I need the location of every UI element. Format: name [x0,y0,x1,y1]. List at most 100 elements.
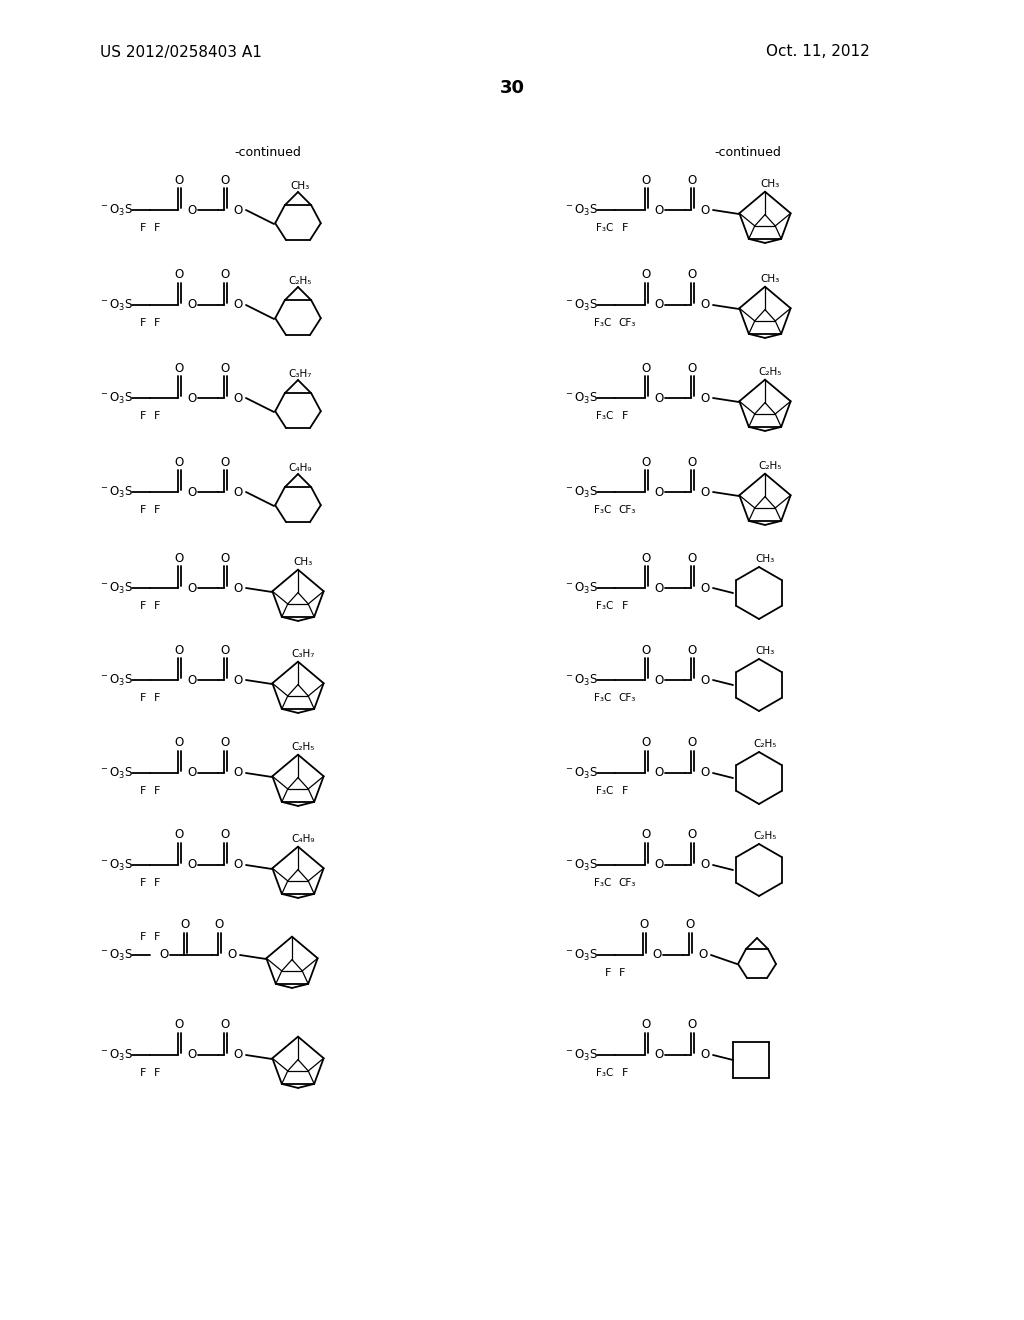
Text: O: O [233,582,243,594]
Text: O: O [160,949,169,961]
Text: $^-$O$_3$S: $^-$O$_3$S [564,391,598,405]
Text: -continued: -continued [715,145,781,158]
Text: O: O [641,268,650,281]
Text: $^-$O$_3$S: $^-$O$_3$S [99,858,133,873]
Text: O: O [233,298,243,312]
Text: F: F [622,601,628,611]
Text: CH₃: CH₃ [761,180,779,189]
Text: F: F [154,411,160,421]
Text: C₂H₅: C₂H₅ [291,742,314,752]
Text: F: F [140,223,146,234]
Text: F: F [618,968,626,978]
Text: O: O [687,552,696,565]
Text: C₃H₇: C₃H₇ [289,370,311,379]
Text: CF₃: CF₃ [618,693,636,704]
Text: O: O [220,737,229,750]
Text: O: O [220,644,229,656]
Text: O: O [233,767,243,780]
Text: $^-$O$_3$S: $^-$O$_3$S [99,391,133,405]
Text: O: O [654,486,664,499]
Text: O: O [174,552,183,565]
Text: F: F [140,1068,146,1078]
Text: Oct. 11, 2012: Oct. 11, 2012 [766,45,870,59]
Text: O: O [700,203,710,216]
Text: O: O [214,919,223,932]
Text: $^-$O$_3$S: $^-$O$_3$S [99,581,133,595]
Text: $^-$O$_3$S: $^-$O$_3$S [564,581,598,595]
Text: F₃C: F₃C [596,1068,613,1078]
Text: $^-$O$_3$S: $^-$O$_3$S [99,766,133,780]
Text: O: O [641,644,650,656]
Text: O: O [687,644,696,656]
Text: $^-$O$_3$S: $^-$O$_3$S [99,1048,133,1063]
Text: F: F [154,318,160,327]
Text: O: O [187,582,197,594]
Text: F: F [140,693,146,704]
Text: O: O [220,455,229,469]
Text: F₃C: F₃C [594,878,611,888]
Text: $^-$O$_3$S: $^-$O$_3$S [99,202,133,218]
Text: O: O [654,858,664,871]
Text: O: O [174,829,183,842]
Text: O: O [641,829,650,842]
Text: O: O [233,673,243,686]
Text: O: O [233,858,243,871]
Text: O: O [174,362,183,375]
Text: F: F [140,601,146,611]
Text: O: O [700,767,710,780]
Text: F₃C: F₃C [596,601,613,611]
Text: $^-$O$_3$S: $^-$O$_3$S [564,858,598,873]
Text: $^-$O$_3$S: $^-$O$_3$S [99,484,133,499]
Text: CF₃: CF₃ [618,506,636,515]
Text: O: O [187,1048,197,1061]
Text: O: O [187,486,197,499]
Text: $^-$O$_3$S: $^-$O$_3$S [99,672,133,688]
Text: F: F [622,1068,628,1078]
Text: O: O [687,1019,696,1031]
Text: F: F [140,878,146,888]
Text: F: F [622,411,628,421]
Text: CH₃: CH₃ [756,645,774,656]
Text: F: F [154,601,160,611]
Text: O: O [685,919,694,932]
Text: O: O [174,455,183,469]
Text: O: O [641,455,650,469]
Text: O: O [220,268,229,281]
Text: O: O [698,949,708,961]
Text: O: O [187,203,197,216]
Text: O: O [641,362,650,375]
Text: C₃H₇: C₃H₇ [291,649,314,659]
Text: F: F [140,506,146,515]
Text: CH₃: CH₃ [761,275,779,284]
Text: O: O [187,298,197,312]
Text: F₃C: F₃C [594,693,611,704]
Text: F: F [140,785,146,796]
Text: C₂H₅: C₂H₅ [289,276,311,286]
Text: F₃C: F₃C [596,785,613,796]
Text: F: F [154,932,160,942]
Text: O: O [641,552,650,565]
Text: $^-$O$_3$S: $^-$O$_3$S [99,297,133,313]
Text: F: F [622,223,628,234]
Text: O: O [220,173,229,186]
Text: C₂H₅: C₂H₅ [759,461,781,471]
Text: O: O [687,173,696,186]
Text: C₂H₅: C₂H₅ [754,739,776,748]
Text: O: O [641,737,650,750]
Text: O: O [187,673,197,686]
Text: O: O [687,455,696,469]
Text: O: O [687,362,696,375]
Text: O: O [654,298,664,312]
Text: F: F [605,968,611,978]
Text: O: O [220,829,229,842]
Text: $^-$O$_3$S: $^-$O$_3$S [99,948,133,962]
Text: $^-$O$_3$S: $^-$O$_3$S [564,766,598,780]
Text: F: F [154,878,160,888]
Text: O: O [654,582,664,594]
Text: C₄H₉: C₄H₉ [288,463,311,473]
Text: C₂H₅: C₂H₅ [754,832,776,841]
Text: CF₃: CF₃ [618,318,636,327]
Text: O: O [233,203,243,216]
Text: $^-$O$_3$S: $^-$O$_3$S [564,948,598,962]
Text: F: F [140,318,146,327]
